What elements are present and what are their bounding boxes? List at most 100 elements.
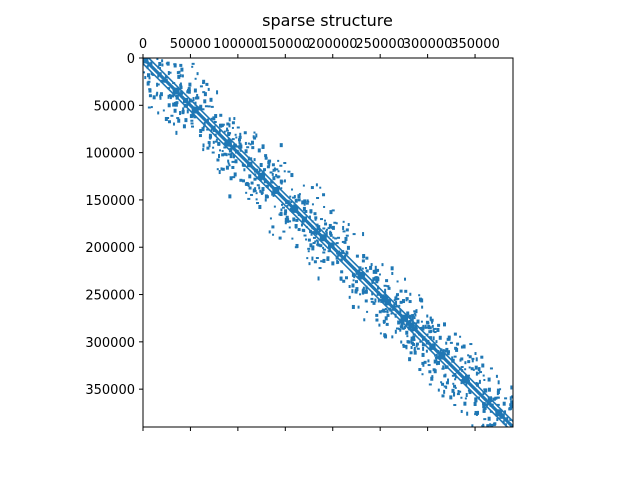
x-tick-label: 100000 <box>213 37 263 52</box>
matrix-entry <box>173 63 177 66</box>
matrix-entry <box>223 152 227 156</box>
matrix-entry <box>440 381 443 384</box>
matrix-entry <box>468 355 472 359</box>
matrix-entry <box>504 410 507 414</box>
matrix-entry <box>219 123 223 128</box>
matrix-entry <box>249 157 253 161</box>
matrix-entry <box>410 328 414 332</box>
matrix-entry <box>329 231 333 235</box>
matrix-entry <box>213 121 217 124</box>
matrix-entry <box>273 167 276 172</box>
matrix-entry <box>285 215 289 220</box>
matrix-entry <box>394 313 397 318</box>
matrix-entry <box>459 335 462 338</box>
matrix-entry <box>437 360 441 365</box>
matrix-entry <box>282 230 286 233</box>
matrix-entry <box>404 289 408 293</box>
matrix-entry <box>247 156 250 161</box>
matrix-entry <box>225 153 228 157</box>
matrix-entry <box>167 87 171 90</box>
matrix-entry <box>290 173 294 178</box>
matrix-entry <box>445 381 449 385</box>
matrix-entry <box>490 423 494 427</box>
matrix-entry <box>413 348 416 351</box>
matrix-entry <box>185 97 189 101</box>
matrix-entry <box>314 216 318 220</box>
matrix-entry <box>360 274 364 277</box>
matrix-entry <box>464 397 467 400</box>
matrix-entry <box>455 347 459 352</box>
matrix-entry <box>254 187 257 191</box>
matrix-entry <box>438 335 442 340</box>
matrix-entry <box>428 370 432 374</box>
matrix-entry <box>437 323 441 327</box>
matrix-entry <box>445 347 449 352</box>
matrix-entry <box>428 330 432 334</box>
matrix-entry <box>170 114 174 117</box>
matrix-entry <box>295 243 299 248</box>
matrix-entry <box>245 191 248 194</box>
matrix-entry <box>284 217 288 222</box>
matrix-entry <box>210 128 213 132</box>
matrix-entry <box>452 392 455 397</box>
matrix-entry <box>410 338 413 343</box>
matrix-entry <box>489 410 493 413</box>
matrix-entry <box>343 255 346 259</box>
matrix-entry <box>287 218 290 223</box>
matrix-entry <box>351 283 355 288</box>
matrix-entry <box>217 142 221 145</box>
matrix-entry <box>478 367 481 372</box>
matrix-entries <box>143 58 513 427</box>
matrix-entry <box>269 217 272 220</box>
matrix-entry <box>156 83 160 86</box>
matrix-entry <box>233 117 236 121</box>
matrix-entry <box>413 310 417 313</box>
matrix-entry <box>268 230 271 234</box>
matrix-entry <box>202 143 205 148</box>
matrix-entry <box>307 238 311 242</box>
y-tick-label: 200000 <box>85 241 135 256</box>
matrix-entry <box>337 260 340 264</box>
matrix-entry <box>437 355 440 358</box>
matrix-entry <box>377 276 380 280</box>
matrix-entry <box>159 92 163 97</box>
diagonal-block <box>495 409 503 417</box>
matrix-entry <box>169 95 172 100</box>
matrix-entry <box>255 133 258 138</box>
matrix-entry <box>228 123 231 128</box>
matrix-entry <box>406 311 410 316</box>
matrix-entry <box>202 125 205 128</box>
matrix-entry <box>372 277 375 282</box>
matrix-entry <box>238 142 242 145</box>
matrix-entry <box>460 345 463 349</box>
matrix-entry <box>377 298 380 303</box>
matrix-entry <box>359 293 362 296</box>
matrix-entry <box>406 340 410 344</box>
matrix-entry <box>193 108 196 113</box>
matrix-entry <box>204 105 208 108</box>
matrix-entry <box>361 290 364 295</box>
matrix-entry <box>276 175 280 179</box>
matrix-entry <box>375 318 379 322</box>
matrix-entry <box>413 329 417 332</box>
matrix-entry <box>487 416 491 421</box>
matrix-entry <box>358 266 362 271</box>
matrix-entry <box>445 385 448 389</box>
matrix-entry <box>414 313 417 317</box>
matrix-entry <box>191 113 195 118</box>
matrix-entry <box>378 323 381 327</box>
matrix-entry <box>247 142 250 145</box>
matrix-entry <box>397 320 401 325</box>
matrix-entry <box>264 154 268 158</box>
matrix-entry <box>326 257 330 261</box>
matrix-entry <box>483 378 486 381</box>
matrix-entry <box>336 252 339 255</box>
matrix-entry <box>355 254 359 258</box>
matrix-entry <box>458 390 462 393</box>
matrix-entry <box>191 125 195 128</box>
matrix-entry <box>277 185 280 189</box>
matrix-entry <box>473 401 477 406</box>
matrix-entry <box>250 140 254 145</box>
matrix-entry <box>471 357 475 360</box>
matrix-entry <box>335 242 339 245</box>
